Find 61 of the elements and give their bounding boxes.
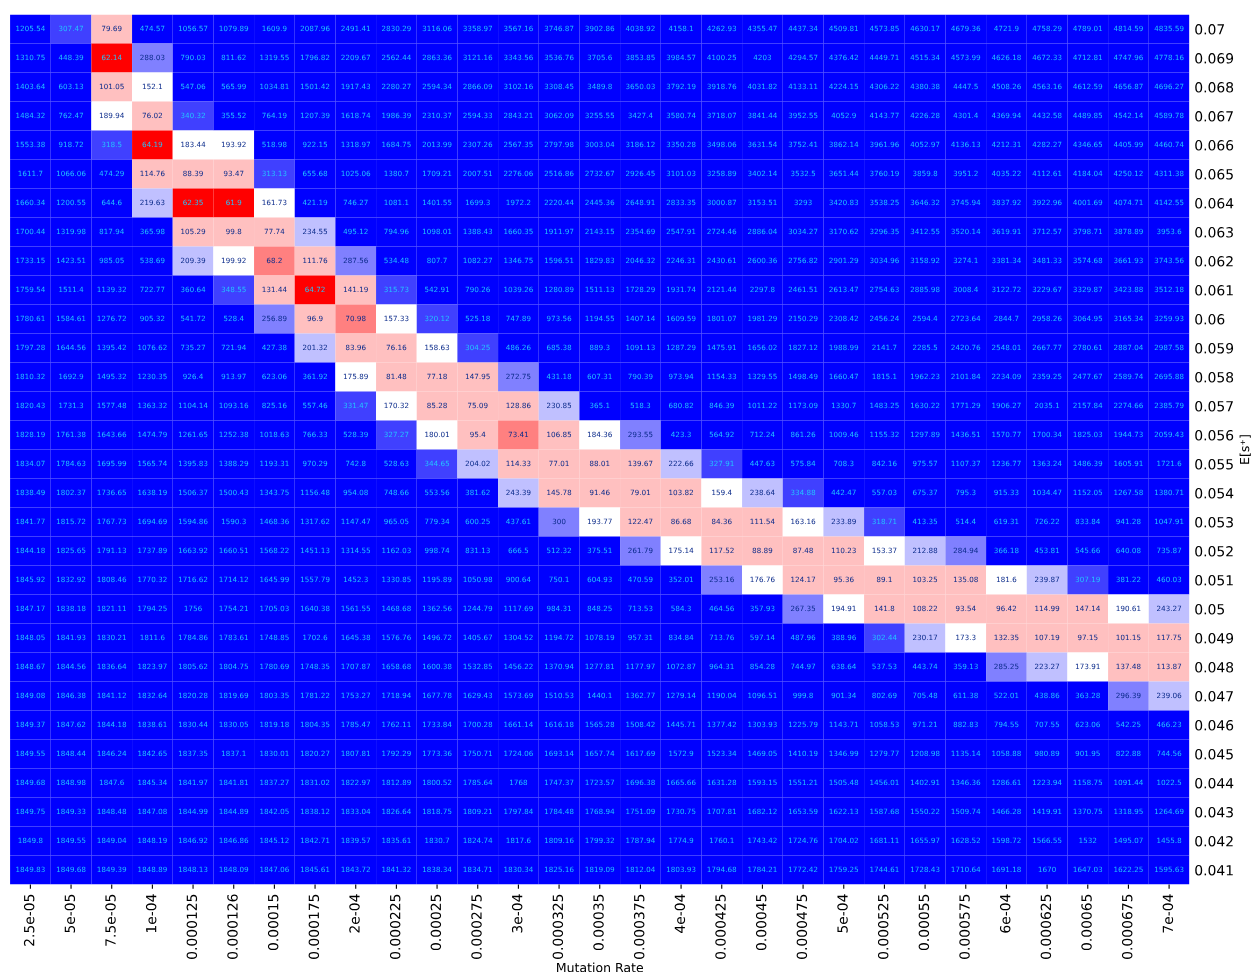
x-tick-label: 0.000375 [633, 894, 645, 959]
y-tick-label: 0.07 [1195, 24, 1225, 35]
x-tick-label: 5e-04 [837, 894, 848, 933]
y-tick-label: 0.054 [1195, 488, 1234, 499]
y-tick-label: 0.051 [1195, 575, 1233, 586]
x-tick-label: 2.5e-05 [23, 894, 35, 946]
x-tick-label: 0.00045 [755, 894, 767, 951]
y-tick-label: 0.062 [1195, 256, 1233, 267]
x-tick-label: 4e-04 [674, 894, 686, 933]
y-tick-label: 0.043 [1195, 806, 1233, 818]
y-tick-label: 0.052 [1195, 546, 1233, 557]
y-tick-label: 0.067 [1195, 111, 1233, 122]
y-tick-label: 0.045 [1195, 749, 1233, 760]
y-tick-label: 0.068 [1195, 82, 1234, 93]
y-tick-label: 0.056 [1195, 430, 1234, 441]
x-tick-label: 0.000275 [471, 894, 482, 959]
x-tick-label: 1e-04 [145, 894, 157, 933]
y-tick-label: 0.065 [1195, 169, 1233, 180]
x-tick-label: 0.000175 [308, 894, 320, 959]
x-tick-label: 0.000625 [1040, 894, 1052, 959]
y-tick-label: 0.064 [1195, 198, 1234, 209]
x-tick-label: 0.00055 [918, 894, 930, 951]
y-tick-label: 0.046 [1195, 720, 1234, 731]
y-tick-label: 0.053 [1195, 517, 1233, 528]
x-tick-label: 0.00065 [1081, 894, 1092, 951]
y-tick-label: 0.05 [1195, 604, 1224, 615]
y-tick-label: 0.061 [1195, 285, 1233, 296]
y-tick-label: 0.057 [1195, 401, 1233, 412]
x-tick-label: 0.000575 [959, 894, 970, 959]
x-tick-label: 0.000325 [552, 894, 564, 959]
x-tick-label: 0.00015 [267, 894, 279, 951]
x-tick-label: 7e-04 [1162, 894, 1174, 933]
y-tick-label: 0.069 [1195, 53, 1234, 64]
y-axis-title: E[s⁺] [1239, 435, 1251, 464]
x-tick-label: 7.5e-05 [105, 894, 116, 946]
x-tick-label: 2e-04 [349, 894, 360, 933]
y-tick-label: 0.047 [1195, 691, 1233, 702]
y-tick-label: 0.059 [1195, 343, 1234, 354]
y-tick-label: 0.044 [1195, 778, 1234, 789]
x-tick-label: 0.00035 [593, 894, 604, 951]
x-tick-label: 0.000225 [389, 894, 401, 959]
x-tick-label: 0.000126 [227, 894, 238, 959]
x-tick-label: 0.000525 [877, 894, 889, 959]
x-tick-label: 0.00025 [430, 894, 442, 951]
y-tick-label: 0.041 [1195, 864, 1233, 876]
x-tick-label: 6e-04 [999, 894, 1011, 933]
x-tick-label: 0.000675 [1121, 894, 1133, 959]
x-tick-label: 3e-04 [511, 894, 523, 933]
y-tick-label: 0.048 [1195, 662, 1234, 673]
y-tick-label: 0.058 [1195, 372, 1234, 383]
x-tick-label: 0.000125 [186, 894, 198, 959]
y-tick-label: 0.049 [1195, 633, 1234, 644]
y-tick-label: 0.066 [1195, 140, 1234, 151]
x-tick-label: 0.000425 [715, 894, 726, 959]
x-tick-label: 0.000475 [796, 894, 808, 959]
y-tick-label: 0.042 [1195, 835, 1233, 847]
y-tick-label: 0.055 [1195, 459, 1233, 470]
y-tick-label: 0.06 [1195, 314, 1225, 325]
x-axis-title: Mutation Rate [557, 962, 643, 972]
x-tick-label: 5e-05 [64, 894, 76, 933]
y-tick-label: 0.063 [1195, 227, 1233, 238]
